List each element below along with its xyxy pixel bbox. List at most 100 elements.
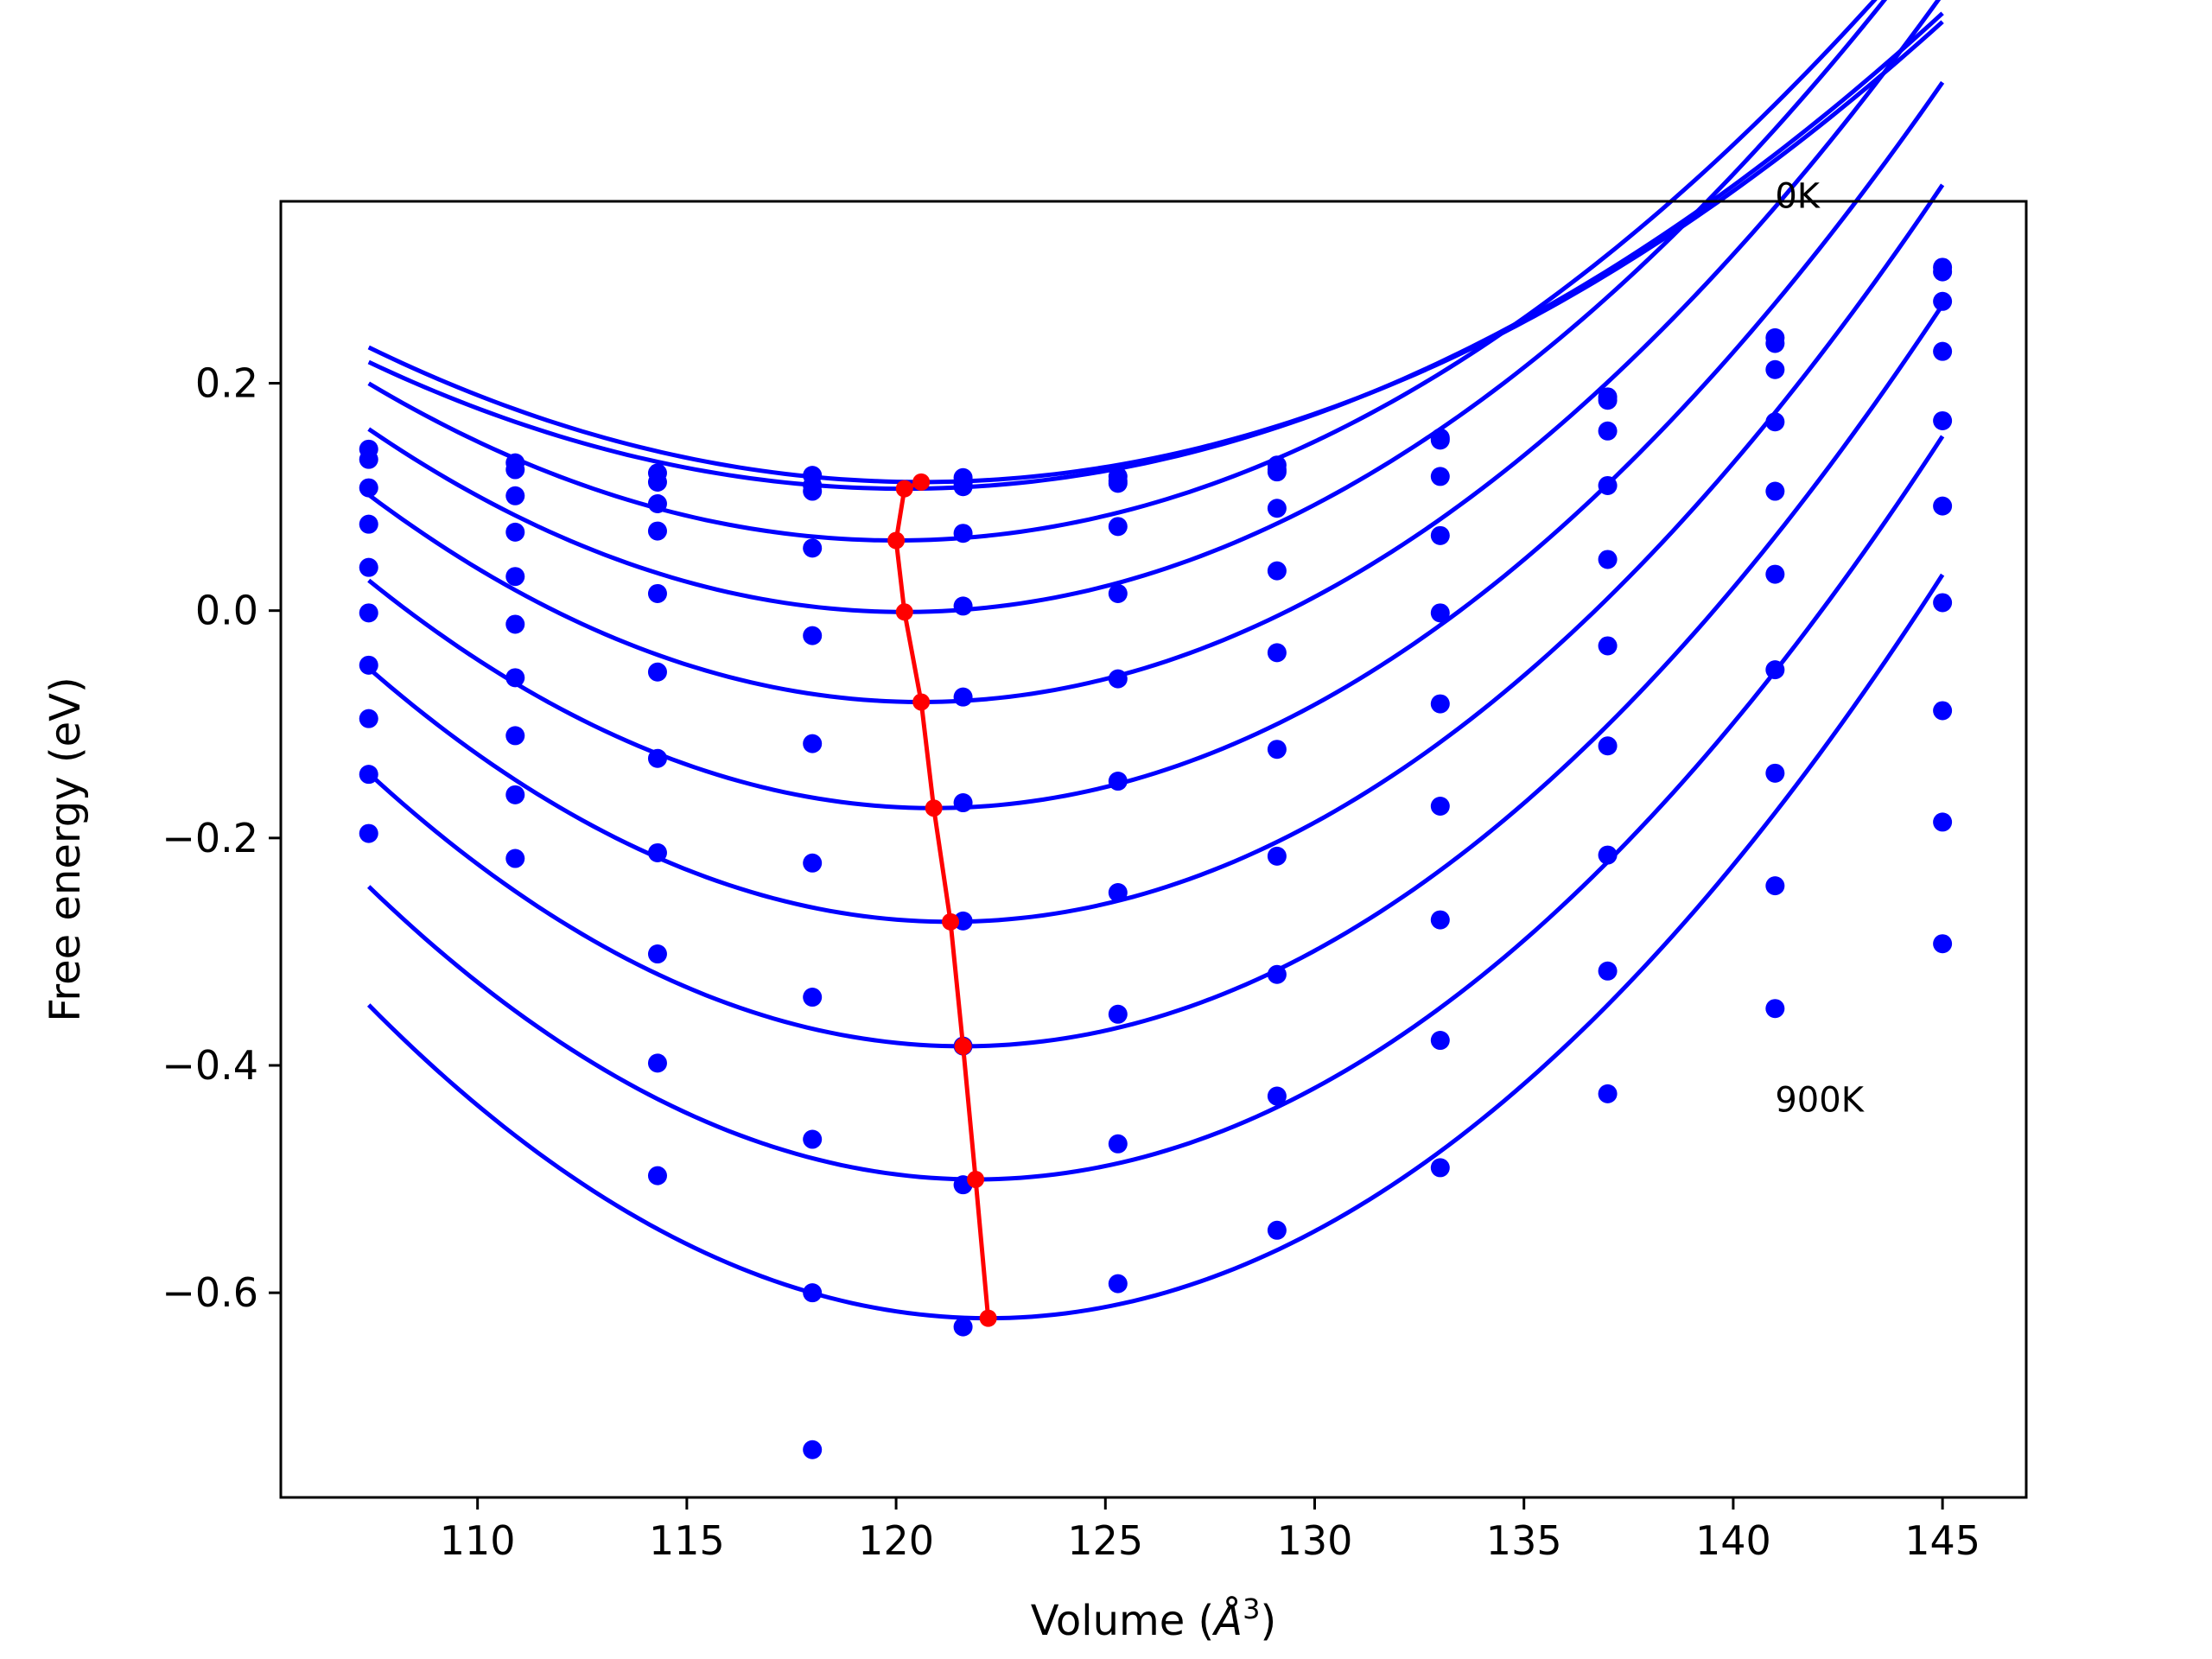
data-point-200K-6 (1267, 462, 1287, 482)
data-point-500K-10 (1933, 496, 1953, 516)
x-tick-label: 110 (440, 1517, 516, 1564)
data-point-800K-0 (359, 765, 378, 785)
data-point-900K-0 (359, 823, 378, 843)
data-point-200K-0 (359, 478, 378, 498)
data-point-extra-2 (953, 1317, 973, 1337)
data-point-500K-6 (1267, 643, 1287, 663)
data-point-500K-3 (803, 734, 823, 753)
data-point-800K-1 (505, 785, 525, 804)
data-point-500K-5 (1108, 669, 1128, 689)
data-point-600K-4 (953, 793, 973, 813)
fit-curve-500K (367, 80, 1945, 810)
x-tick-label: 135 (1486, 1517, 1562, 1564)
data-point-800K-8 (1598, 961, 1618, 981)
data-point-600K-7 (1430, 797, 1450, 816)
data-point-700K-10 (1933, 701, 1953, 721)
x-axis-label: Volume (Å3) (1031, 1592, 1276, 1645)
x-axis-label-unit-symbol: Å (1211, 1596, 1243, 1645)
data-point-100K-0 (359, 449, 378, 469)
data-point-300K-10 (1933, 341, 1953, 361)
data-point-600K-5 (1108, 772, 1128, 791)
fit-curve-400K (367, 0, 1942, 704)
data-point-100K-1 (505, 460, 525, 480)
y-tick-label: 0.0 (195, 588, 258, 634)
y-tick-label: −0.2 (162, 815, 258, 861)
data-point-100K-10 (1933, 262, 1953, 282)
data-point-200K-8 (1598, 421, 1618, 441)
data-point-300K-4 (953, 524, 973, 543)
data-point-300K-0 (359, 514, 378, 534)
data-point-600K-3 (803, 853, 823, 873)
data-point-500K-7 (1430, 694, 1450, 714)
x-axis-label-close: ) (1260, 1597, 1276, 1645)
data-point-100K-9 (1765, 334, 1785, 353)
minimum-point-8 (967, 1170, 985, 1188)
data-point-extra-4 (1267, 1220, 1287, 1240)
minimum-point-2 (887, 531, 906, 550)
minimum-point-1 (895, 480, 913, 498)
fit-curve-200K (367, 0, 1878, 543)
data-point-600K-6 (1267, 740, 1287, 760)
data-point-700K-1 (505, 726, 525, 746)
minimum-point-3 (895, 603, 913, 621)
data-point-700K-8 (1598, 845, 1618, 865)
y-tick-label: 0.2 (195, 360, 258, 407)
data-point-300K-1 (505, 522, 525, 542)
data-point-700K-4 (953, 911, 973, 931)
data-point-400K-1 (505, 567, 525, 587)
y-tick-label: −0.4 (162, 1042, 258, 1089)
data-point-900K-1 (505, 849, 525, 868)
data-point-400K-5 (1108, 583, 1128, 603)
fit-curve-900K (366, 573, 1945, 1321)
y-axis-label: Free energy (eV) (41, 677, 90, 1021)
data-point-200K-3 (803, 481, 823, 501)
data-point-800K-2 (647, 944, 667, 964)
fit-curve-700K (367, 303, 1945, 1049)
data-point-700K-5 (1108, 883, 1128, 902)
minimum-point-5 (925, 799, 943, 817)
data-point-700K-6 (1267, 846, 1287, 866)
x-tick-label: 145 (1904, 1517, 1980, 1564)
minimum-point-7 (954, 1037, 972, 1055)
data-point-300K-5 (1108, 517, 1128, 537)
data-point-300K-8 (1598, 475, 1618, 495)
fit-curve-800K (367, 435, 1945, 1182)
data-point-200K-5 (1108, 474, 1128, 493)
minimum-point-9 (979, 1309, 997, 1327)
data-point-400K-0 (359, 557, 378, 577)
data-point-700K-7 (1430, 910, 1450, 930)
data-point-600K-0 (359, 655, 378, 675)
data-point-200K-7 (1430, 467, 1450, 486)
data-point-200K-10 (1933, 291, 1953, 311)
fit-curve-100K (367, 11, 1944, 492)
data-point-400K-9 (1765, 481, 1785, 501)
data-point-900K-3 (803, 1283, 823, 1303)
data-points (359, 257, 1953, 1459)
data-point-500K-2 (647, 662, 667, 682)
x-tick-label: 125 (1067, 1517, 1143, 1564)
data-point-400K-2 (647, 583, 667, 603)
data-point-500K-1 (505, 614, 525, 634)
data-point-extra-1 (803, 1440, 823, 1459)
y-axis-ticks: 0.2 0.0 −0.2 −0.4 −0.6 (162, 360, 281, 1316)
data-point-400K-10 (1933, 410, 1953, 430)
data-point-600K-1 (505, 668, 525, 688)
data-point-600K-8 (1598, 736, 1618, 756)
data-point-300K-2 (647, 521, 667, 541)
data-point-600K-2 (647, 748, 667, 768)
x-axis-ticks: 110 115 120 125 130 135 140 145 (440, 1497, 1980, 1564)
annotation-0k: 0K (1775, 176, 1821, 216)
data-point-900K-10 (1933, 934, 1953, 954)
data-point-500K-4 (953, 687, 973, 707)
data-point-800K-3 (803, 1129, 823, 1149)
x-axis-label-unit-exponent: 3 (1243, 1592, 1260, 1625)
data-point-800K-9 (1765, 876, 1785, 896)
minimum-point-6 (942, 912, 960, 931)
data-point-400K-4 (953, 596, 973, 616)
fit-curves (366, 0, 1945, 1321)
y-tick-label: −0.6 (162, 1269, 258, 1316)
data-point-400K-7 (1430, 603, 1450, 623)
x-tick-label: 115 (649, 1517, 725, 1564)
data-point-900K-5 (1108, 1134, 1128, 1154)
